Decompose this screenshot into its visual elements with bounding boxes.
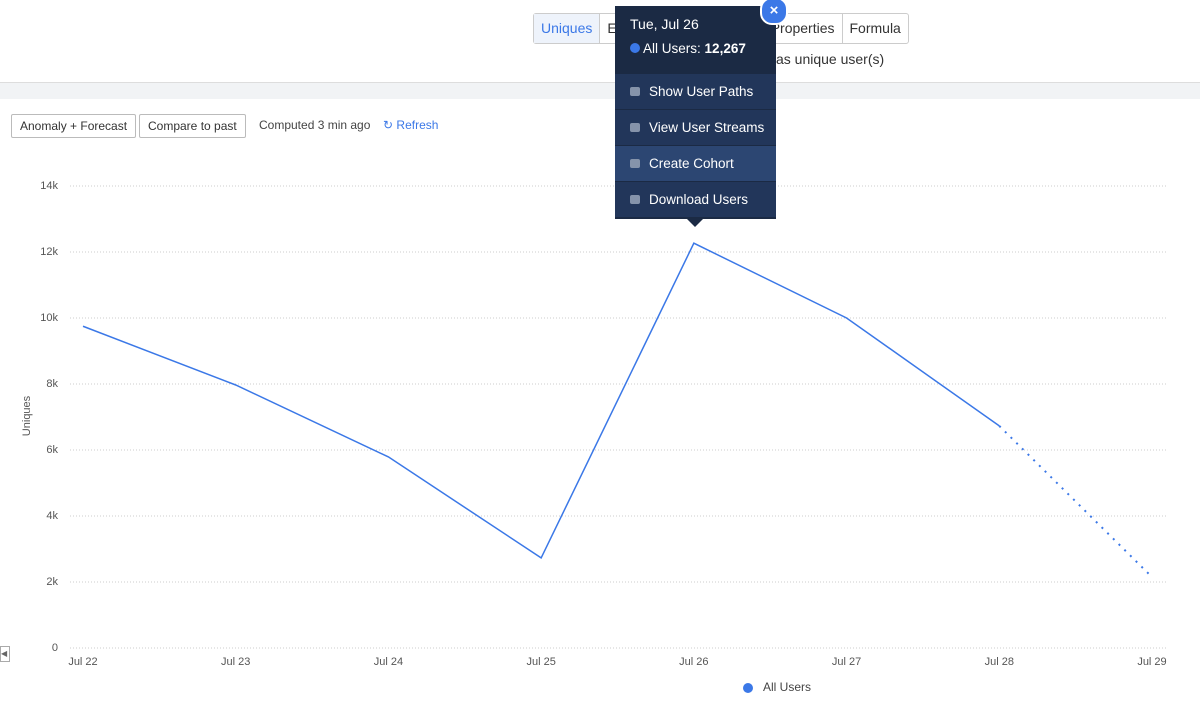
y-tick-label: 0 (52, 642, 58, 654)
tooltip-value: All Users: 12,267 (615, 36, 776, 73)
tooltip-arrow (687, 219, 703, 227)
anomaly-button[interactable]: Anomaly + Forecast (11, 114, 137, 138)
y-tick-label: 2k (46, 576, 58, 588)
legend-swatch (743, 683, 753, 693)
y-tick-label: 10k (40, 312, 58, 324)
refresh-icon: ↻ (383, 118, 394, 132)
divider (0, 82, 1200, 99)
y-tick-label: 4k (46, 510, 58, 522)
tooltip-menu: Show User Paths View User Streams Create C… (615, 73, 776, 217)
series-dot (630, 43, 640, 53)
compare-button[interactable]: Compare to past (139, 114, 246, 138)
x-tick-label: Jul 22 (68, 656, 97, 668)
collapse-handle[interactable]: ◀ (0, 646, 10, 662)
tab[interactable]: E (599, 14, 623, 43)
x-tick-label: Jul 26 (679, 656, 708, 668)
tab[interactable]: Uniques (534, 14, 600, 43)
tab[interactable]: Formula (841, 14, 908, 43)
x-tick-label: Jul 29 (1137, 656, 1166, 668)
legend-label[interactable]: All Users (763, 680, 811, 694)
y-tick-label: 8k (46, 378, 58, 390)
menu-item[interactable]: View User Streams (615, 109, 776, 145)
computed-text: Computed 3 min ago (259, 118, 371, 132)
tooltip-label: All Users: (643, 41, 701, 56)
x-tick-label: Jul 28 (985, 656, 1014, 668)
menu-item[interactable]: Show User Paths (615, 73, 776, 109)
refresh-label[interactable]: Refresh (396, 118, 439, 132)
tooltip: Tue, Jul 26 All Users: 12,267 Show User … (615, 6, 776, 227)
x-tick-label: Jul 23 (221, 656, 250, 668)
close-button[interactable]: × (760, 0, 788, 25)
series-line-incomplete (998, 425, 1153, 578)
subtitle: as unique user(s) (776, 51, 885, 67)
x-tick-label: Jul 27 (832, 656, 861, 668)
menu-item[interactable]: Create Cohort (615, 145, 776, 181)
x-tick-label: Jul 24 (374, 656, 403, 668)
y-tick-label: 6k (46, 444, 58, 456)
tooltip-number: 12,267 (704, 41, 746, 56)
refresh-button[interactable]: ↻ Refresh (383, 118, 438, 132)
tooltip-title: Tue, Jul 26 (630, 16, 699, 32)
x-tick-label: Jul 25 (526, 656, 555, 668)
y-tick-label: 12k (40, 246, 58, 258)
series-line (82, 242, 1000, 560)
menu-item[interactable]: Download Users (615, 181, 776, 217)
y-tick-label: 14k (40, 180, 58, 192)
y-axis-label: Uniques (21, 395, 33, 436)
